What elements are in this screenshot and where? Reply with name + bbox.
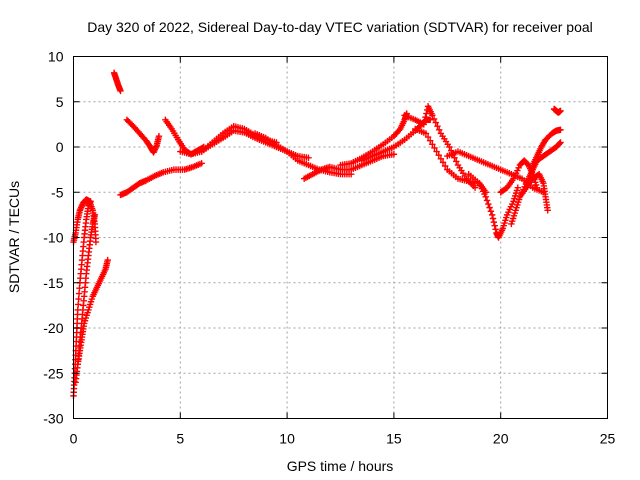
data-point-interp <box>486 204 493 211</box>
data-point-interp <box>485 200 492 208</box>
data-point-interp <box>487 208 495 215</box>
x-tick-label: 0 <box>70 431 78 447</box>
data-point-interp <box>435 126 443 134</box>
data-point <box>198 160 205 167</box>
x-tick-label: 10 <box>279 431 295 447</box>
data-point <box>104 256 111 264</box>
series-arc-6 <box>117 160 205 199</box>
data-point-interp <box>431 144 438 152</box>
y-tick-label: -25 <box>43 365 63 381</box>
data-point-interp <box>491 222 498 229</box>
data-point <box>429 112 436 119</box>
y-tick-label: 0 <box>56 139 64 155</box>
data-point-interp <box>74 301 82 308</box>
series-arc-2 <box>70 196 100 246</box>
data-point-interp <box>435 151 442 159</box>
chart-title: Day 320 of 2022, Sidereal Day-to-day VTE… <box>87 19 593 35</box>
x-tick-label: 20 <box>493 431 509 447</box>
data-point <box>433 148 440 155</box>
series-arc-18 <box>465 170 521 241</box>
series-arc-4 <box>74 256 111 368</box>
data-point-interp <box>437 155 445 162</box>
y-tick-label: -15 <box>43 275 63 291</box>
data-point <box>488 211 496 219</box>
data-point-interp <box>441 162 449 170</box>
series-arc-23 <box>550 105 564 116</box>
data-point <box>420 121 428 128</box>
y-tick-label: -5 <box>51 184 64 200</box>
y-tick-label: -10 <box>43 230 63 246</box>
data-point <box>557 107 564 114</box>
series-arc-8 <box>162 116 207 158</box>
x-tick-label: 15 <box>386 431 402 447</box>
series-arc-22 <box>529 126 564 169</box>
data-point-interp <box>451 154 458 162</box>
data-point <box>557 126 564 134</box>
data-point-interp <box>422 113 429 121</box>
grid-lines <box>73 56 608 419</box>
data-point-interp <box>424 133 432 141</box>
data-point <box>92 238 100 246</box>
y-axis-label: SDTVAR / TECUs <box>6 181 22 293</box>
data-point <box>544 207 551 214</box>
data-point-interp <box>556 140 563 147</box>
data-point-interp <box>75 295 82 303</box>
data-point <box>427 116 434 124</box>
data-point-interp <box>439 159 447 166</box>
data-points <box>70 69 564 400</box>
data-point <box>557 139 564 146</box>
data-point <box>305 154 312 162</box>
data-point-interp <box>76 284 83 292</box>
y-tick-label: 10 <box>48 49 64 65</box>
data-point-interp <box>75 290 83 297</box>
data-point-interp <box>427 137 434 144</box>
data-point-interp <box>492 226 499 233</box>
axis-ticks: 0 5 10 15 20 25 -30 -25 -20 -15 -10 -5 0 5 10 <box>43 49 615 447</box>
data-point-interp <box>430 115 438 123</box>
data-point <box>155 132 163 140</box>
data-point <box>91 211 99 219</box>
series-arc-5 <box>110 69 124 95</box>
data-point <box>117 87 124 95</box>
data-point <box>482 193 489 200</box>
data-point-interp <box>432 119 439 126</box>
data-point <box>446 143 453 151</box>
y-tick-label: -20 <box>43 320 63 336</box>
data-point <box>533 184 541 191</box>
data-point-interp <box>421 117 428 124</box>
data-point-interp <box>434 122 441 130</box>
y-tick-label: -30 <box>43 411 63 427</box>
y-tick-label: 5 <box>56 94 64 110</box>
data-point-interp <box>489 215 497 222</box>
data-point-interp <box>490 218 498 226</box>
data-point <box>390 151 398 158</box>
data-point-interp <box>453 158 460 165</box>
data-point-interp <box>483 197 491 204</box>
x-tick-label: 25 <box>600 431 616 447</box>
x-axis-label: GPS time / hours <box>287 458 394 474</box>
data-point-interp <box>429 141 436 148</box>
series-arc-21 <box>518 139 564 196</box>
series-arc-12 <box>300 151 398 182</box>
series-arc-7 <box>123 116 163 156</box>
data-point <box>514 184 521 191</box>
x-tick-label: 5 <box>176 431 184 447</box>
data-point <box>422 130 430 137</box>
